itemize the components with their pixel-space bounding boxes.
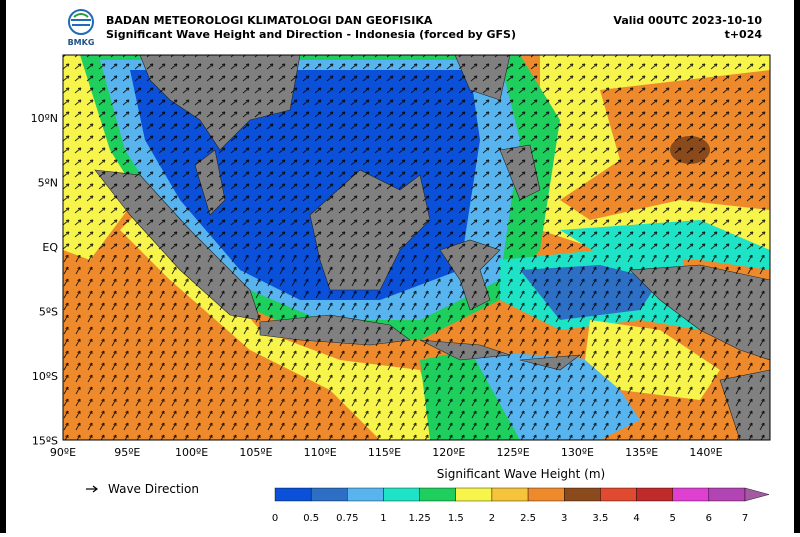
colorbar-segment <box>383 487 420 502</box>
colorbar-label: 0.75 <box>336 513 358 524</box>
map-frame <box>62 54 771 441</box>
lead-time: t+024 <box>725 28 763 41</box>
colorbar-title: Significant Wave Height (m) <box>437 467 605 481</box>
logo: BMKG <box>68 9 95 47</box>
lon-label: 110ºE <box>304 446 337 459</box>
colorbar-segment <box>708 487 746 502</box>
colorbar-segment <box>636 487 673 502</box>
lon-label: 140ºE <box>689 446 722 459</box>
colorbar-label: 0 <box>272 513 278 524</box>
colorbar-label: 3.5 <box>592 513 608 524</box>
legend-label: Wave Direction <box>108 482 199 496</box>
colorbar-label: 1.5 <box>448 513 464 524</box>
lat-label: 5ºS <box>39 306 58 319</box>
lon-label: 130ºE <box>561 446 594 459</box>
colorbar-label: 7 <box>742 513 748 524</box>
subtitle: Significant Wave Height and Direction - … <box>106 28 516 41</box>
frame-left <box>0 0 6 533</box>
colorbar-label: 3 <box>561 513 567 524</box>
colorbar-label: 0.5 <box>303 513 319 524</box>
colorbar-segment <box>672 487 710 502</box>
wave-field <box>63 55 770 440</box>
colorbar-label: 1 <box>380 513 386 524</box>
colorbar-label: 6 <box>706 513 712 524</box>
lat-label: 10ºN <box>31 112 58 125</box>
colorbar-label: 2 <box>489 513 495 524</box>
lat-label: 10ºS <box>32 370 58 383</box>
colorbar-segment <box>347 487 384 502</box>
lon-label: 135ºE <box>625 446 658 459</box>
colorbar-label: 1.25 <box>408 513 430 524</box>
colorbar-label: 2.5 <box>520 513 536 524</box>
lon-label: 125ºE <box>497 446 530 459</box>
lon-label: 115ºE <box>368 446 401 459</box>
lon-label: 90ºE <box>50 446 76 459</box>
lon-label: 100ºE <box>175 446 208 459</box>
lon-label: 95ºE <box>114 446 140 459</box>
logo-text: BMKG <box>68 38 95 47</box>
colorbar-segment <box>274 487 312 502</box>
lat-label: 5ºN <box>38 177 58 190</box>
colorbar-segment <box>600 487 637 502</box>
valid-time: Valid 00UTC 2023-10-10 <box>613 14 762 27</box>
colorbar-segment <box>455 487 493 502</box>
lat-label: EQ <box>42 241 58 254</box>
lat-label: 15ºS <box>32 435 58 448</box>
colorbar-label: 5 <box>670 513 676 524</box>
colorbar-segment <box>310 487 348 502</box>
colorbar: 0 0.5 0.75 1 1.25 1.5 2 2.5 3 3.5 4 5 6 7 <box>272 487 770 524</box>
colorbar-segment <box>564 487 601 502</box>
colorbar-segment <box>491 487 529 502</box>
colorbar-label: 4 <box>633 513 639 524</box>
colorbar-segment <box>419 487 456 502</box>
lon-label: 105ºE <box>239 446 272 459</box>
lon-label: 120ºE <box>432 446 465 459</box>
colorbar-extend <box>744 487 770 502</box>
title: BADAN METEOROLOGI KLIMATOLOGI DAN GEOFIS… <box>106 14 433 27</box>
colorbar-segment <box>527 487 565 502</box>
frame-right <box>794 0 800 533</box>
